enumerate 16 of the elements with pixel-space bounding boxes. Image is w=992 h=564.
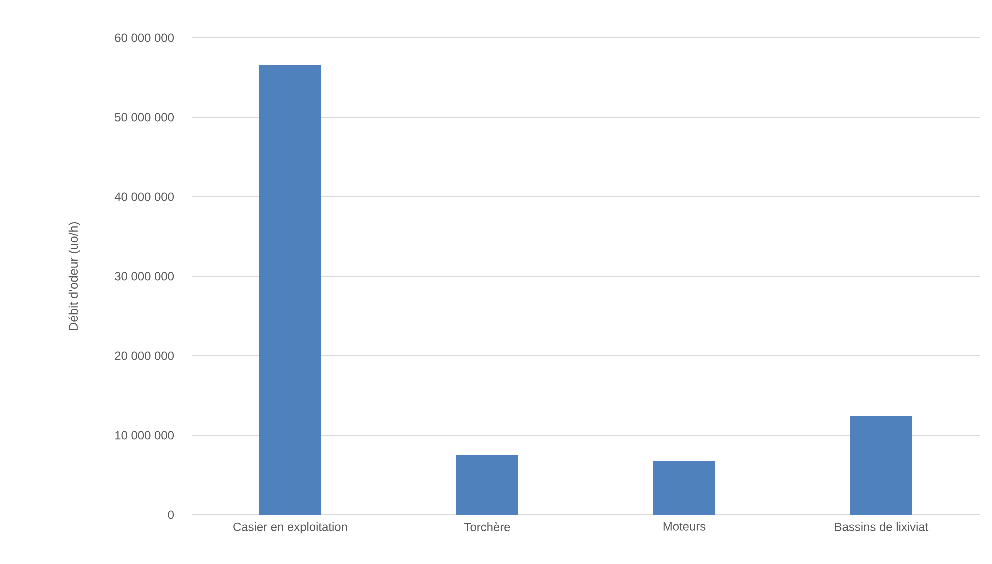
- y-tick-label: 20 000 000: [115, 352, 174, 360]
- bar: [654, 460, 716, 515]
- bar: [260, 65, 322, 515]
- y-tick-label: 30 000 000: [115, 272, 174, 281]
- x-tick-label: Torchère: [464, 522, 510, 532]
- bar: [456, 455, 519, 515]
- x-tick-label: Casier en exploitation: [234, 522, 348, 534]
- y-tick-label: 60 000 000: [115, 34, 174, 42]
- y-tick-label: 0: [168, 510, 174, 520]
- y-tick-label: 10 000 000: [116, 431, 174, 440]
- x-tick-label: Moteurs: [664, 522, 706, 531]
- x-tick-label: Bassins de lixiviat: [835, 522, 929, 532]
- y-axis-title: Débit d'odeur (uo/h): [68, 222, 80, 330]
- bar: [850, 416, 913, 515]
- y-tick-label: 50 000 000: [115, 113, 174, 122]
- y-tick-label: 40 000 000: [114, 192, 174, 202]
